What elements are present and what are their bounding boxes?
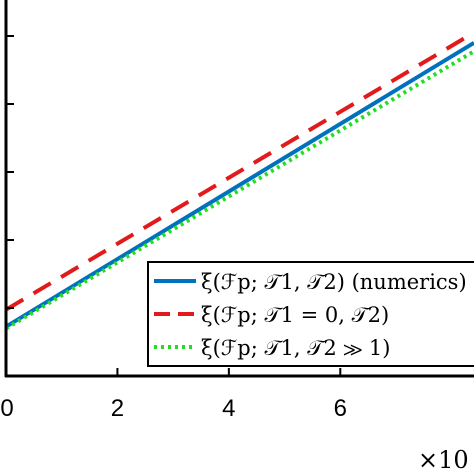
x-axis-ticks: 0 2 4 6 <box>0 368 347 422</box>
legend-label-2: ξ(ℱp; 𝒯1 = 0, 𝒯2) <box>201 303 389 327</box>
legend-box <box>147 261 474 367</box>
series-line-2 <box>6 30 474 312</box>
legend: ξ(ℱp; 𝒯1, 𝒯2) (numerics) ξ(ℱp; 𝒯1 = 0, 𝒯2… <box>147 261 474 367</box>
y-axis-ticks <box>6 35 14 377</box>
legend-label-3: ξ(ℱp; 𝒯1, 𝒯2 ≫ 1) <box>201 336 391 360</box>
series-layer <box>6 30 474 331</box>
legend-label-1: ξ(ℱp; 𝒯1, 𝒯2) (numerics) <box>201 270 467 294</box>
x-tick-label: 0 <box>0 395 13 422</box>
x-tick-label: 6 <box>334 395 347 422</box>
series-line-1 <box>6 41 474 329</box>
x-axis-exponent-label: ×10 <box>418 446 469 474</box>
x-tick-label: 4 <box>222 395 235 422</box>
axes <box>4 0 474 378</box>
x-tick-label: 2 <box>111 395 124 422</box>
